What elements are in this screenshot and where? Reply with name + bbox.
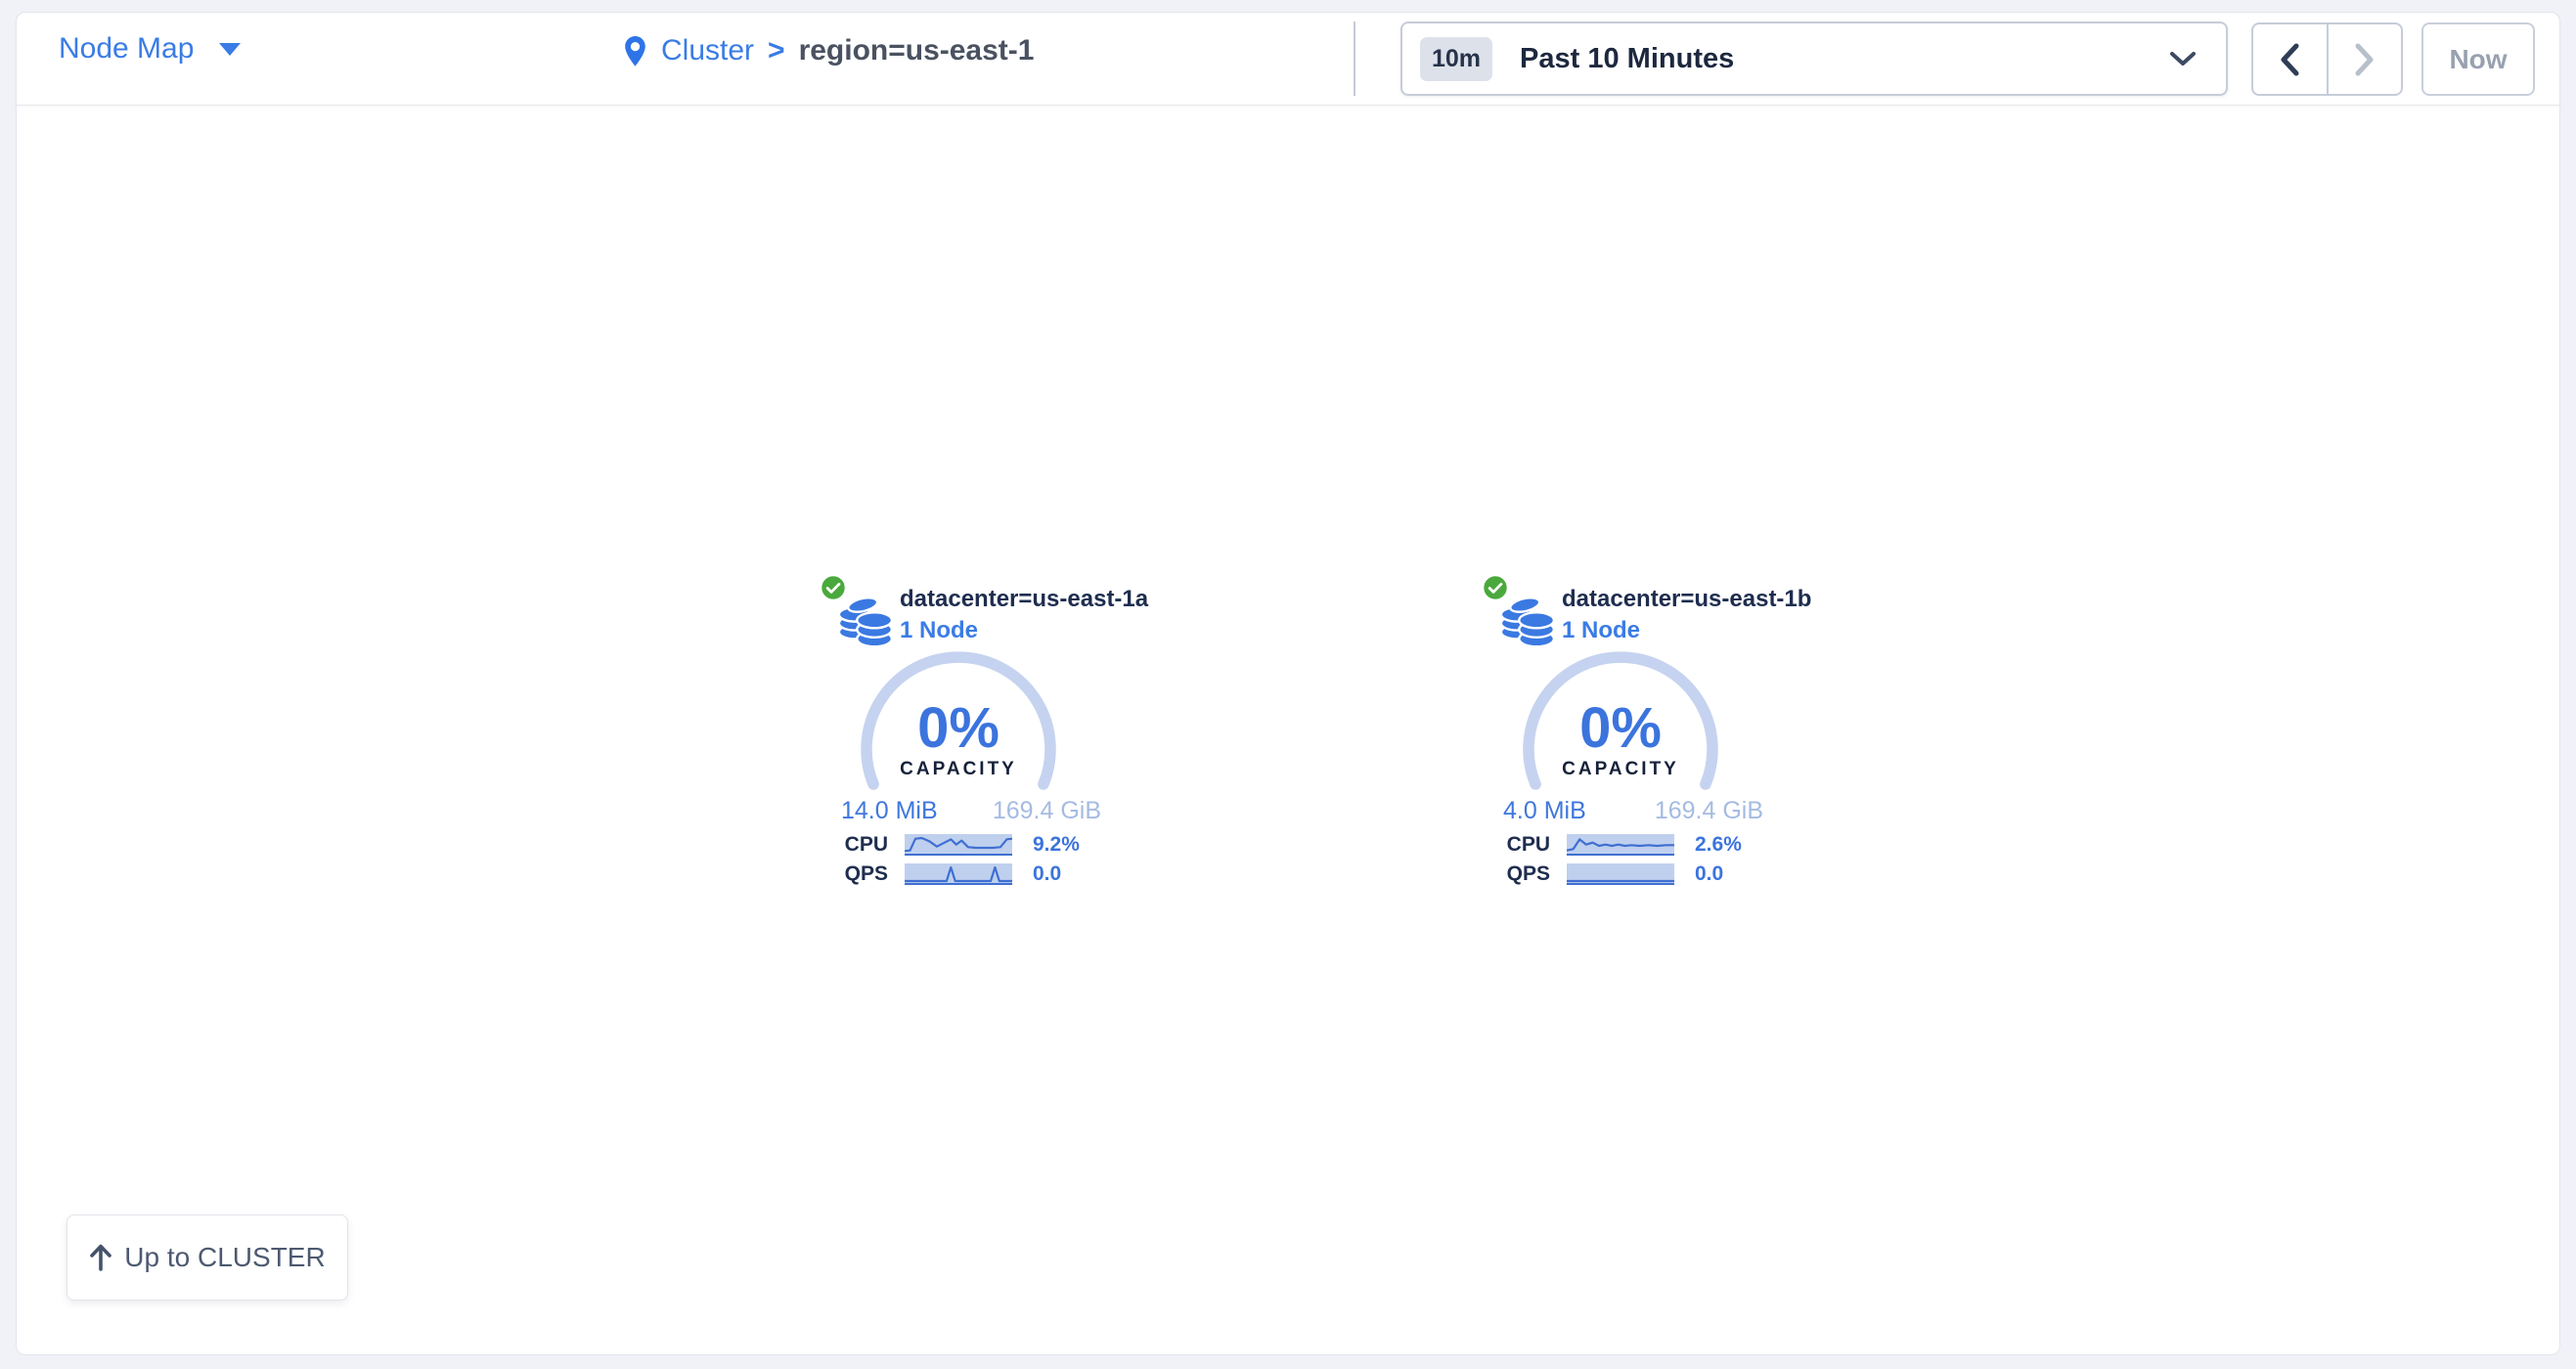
now-button[interactable]: Now (2421, 22, 2535, 96)
locality-node-count-link[interactable]: 1 Node (1562, 617, 1641, 643)
up-to-cluster-label: Up to CLUSTER (124, 1242, 326, 1272)
cpu-sparkline (905, 834, 1012, 856)
capacity-used: 4.0 MiB (1503, 797, 1586, 824)
location-pin-icon (625, 35, 645, 66)
view-dropdown[interactable]: Node Map (59, 29, 242, 68)
capacity-gauge-ring (1523, 651, 1718, 790)
breadcrumb: Cluster > region=us-east-1 (623, 29, 1034, 72)
chevron-right-icon (2355, 43, 2374, 75)
time-range-label: Past 10 Minutes (1520, 42, 1735, 74)
locality-title: datacenter=us-east-1a (900, 586, 1149, 612)
chevron-left-icon (2281, 43, 2299, 75)
header-divider (1354, 22, 1355, 96)
step-forward-button[interactable] (2326, 24, 2402, 94)
qps-sparkline (1567, 863, 1674, 885)
capacity-total: 169.4 GiB (1654, 797, 1763, 824)
caret-down-icon (219, 42, 242, 56)
qps-label: QPS (844, 862, 888, 885)
locality-title: datacenter=us-east-1b (1562, 586, 1812, 612)
breadcrumb-current: region=us-east-1 (798, 34, 1035, 66)
capacity-caption: CAPACITY (1562, 759, 1679, 779)
qps-value: 0.0 (1695, 862, 1724, 885)
map-canvas (16, 12, 2560, 1355)
locality-node-count-link[interactable]: 1 Node (900, 617, 979, 643)
capacity-stats-row: 14.0 MiB 169.4 GiB (841, 797, 1101, 825)
healthy-check-icon (1482, 574, 1509, 601)
datacenter-icon[interactable] (1499, 596, 1556, 647)
qps-label: QPS (1506, 862, 1550, 885)
up-to-cluster-button[interactable]: Up to CLUSTER (67, 1214, 348, 1301)
chevron-down-icon (2169, 50, 2197, 67)
view-dropdown-label: Node Map (59, 32, 195, 65)
cpu-value: 2.6% (1695, 833, 1742, 856)
capacity-total: 169.4 GiB (992, 797, 1101, 824)
cpu-label: CPU (844, 833, 888, 856)
breadcrumb-root-link[interactable]: Cluster (661, 34, 755, 66)
capacity-gauge-ring (861, 651, 1056, 790)
now-button-label: Now (2449, 43, 2508, 74)
time-range-dropdown[interactable]: 10m Past 10 Minutes (1400, 22, 2228, 96)
capacity-stats-row: 4.0 MiB 169.4 GiB (1503, 797, 1763, 825)
cpu-label: CPU (1506, 833, 1550, 856)
qps-sparkline (905, 863, 1012, 885)
capacity-percent: 0% (917, 696, 999, 760)
breadcrumb-separator: > (768, 34, 785, 66)
datacenter-icon[interactable] (837, 596, 894, 647)
capacity-percent: 0% (1579, 696, 1662, 760)
arrow-up-icon (90, 1244, 112, 1271)
capacity-caption: CAPACITY (900, 759, 1017, 779)
healthy-check-icon (820, 574, 847, 601)
capacity-used: 14.0 MiB (841, 797, 938, 824)
qps-value: 0.0 (1033, 862, 1062, 885)
cpu-sparkline (1567, 834, 1674, 856)
time-range-badge: 10m (1420, 36, 1493, 81)
cpu-value: 9.2% (1033, 833, 1080, 856)
step-back-button[interactable] (2253, 24, 2327, 94)
time-step-buttons (2251, 22, 2403, 96)
